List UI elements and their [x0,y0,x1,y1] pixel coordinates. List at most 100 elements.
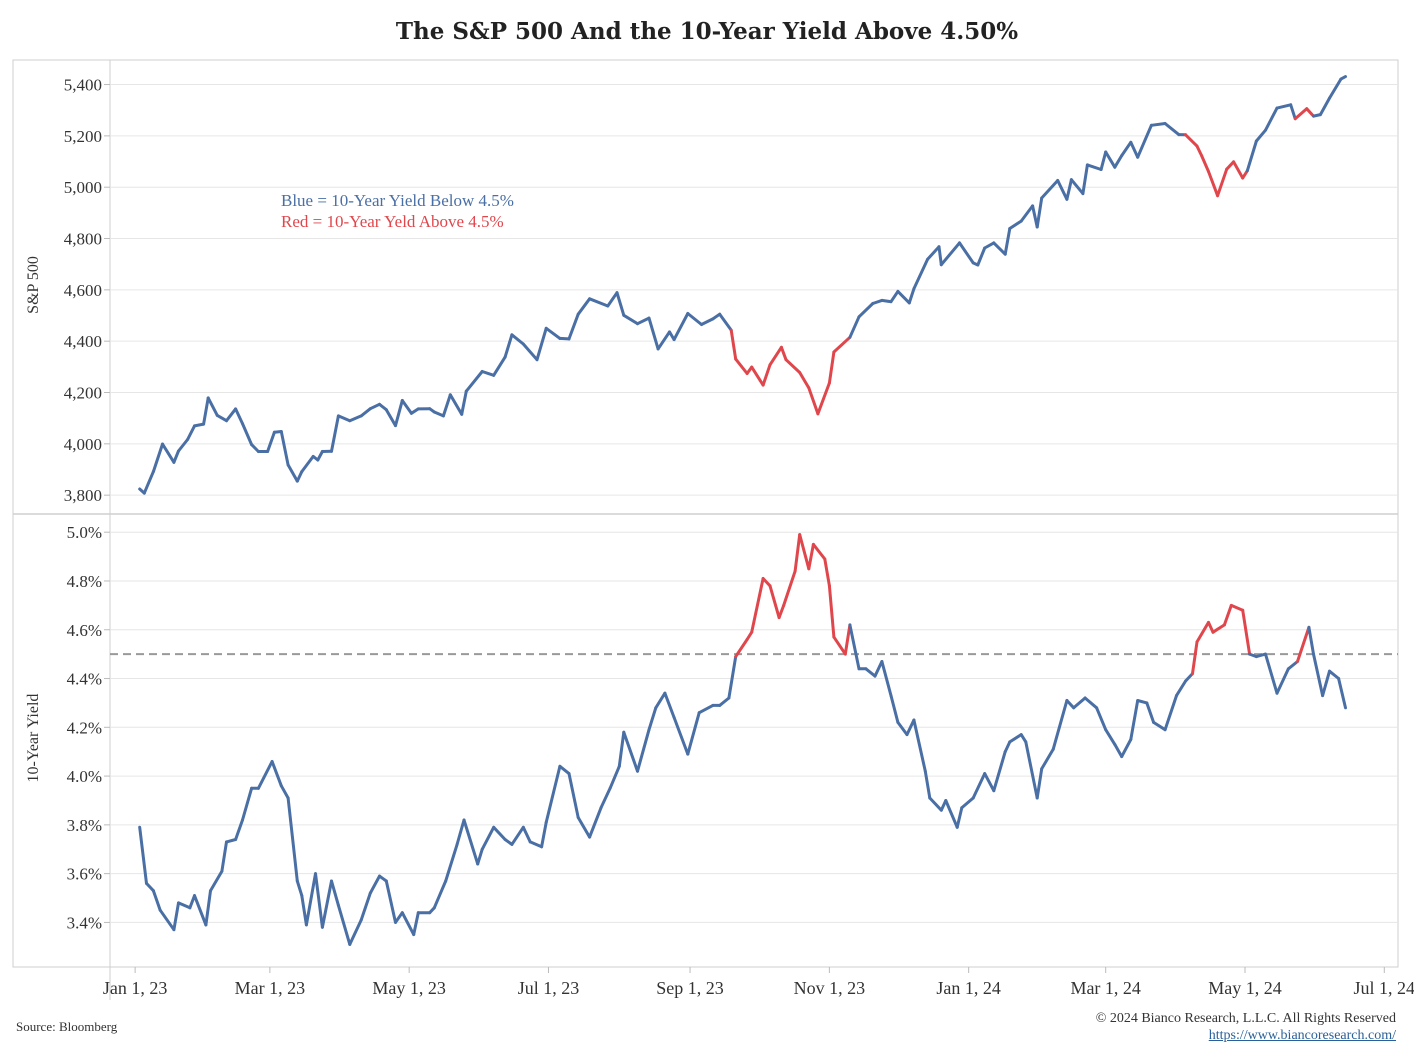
yield-line-segment [1286,660,1299,671]
sp500-line-segment [1149,122,1167,127]
yield-line-segment [304,872,317,927]
yield-line-segment [827,584,836,639]
yield-y-ticks: 3.4% 3.6% 3.8% 4.0% 4.2% 4.4% 4.6% 4.8% 5.0% [67,523,110,932]
yield-line-segment [750,577,765,634]
sp500-line-segment [368,402,381,411]
yield-line-segment [1129,699,1140,741]
sp500-line-segment [1136,123,1153,159]
sp500-line-segment [544,326,562,340]
sp500-line-segment [576,297,592,316]
yield-line-segment [359,891,372,922]
yield-line-segment [1307,625,1315,656]
yield-line-segment [270,760,283,788]
sp500-line-segment [1113,154,1124,169]
yield-line-segment [971,772,987,800]
sp500-line-segment [784,358,802,374]
yield-line-segment [330,879,340,907]
sp500-line-segment [279,430,290,467]
sp500-line-segment [798,371,811,390]
yield-line-segment [462,818,480,866]
yield-line-segment [241,786,254,822]
yield-line-segment [521,825,532,844]
sp500-line-segment [186,424,196,441]
sp500-line-segment [300,454,315,474]
sp500-line-segment [636,316,651,326]
yield-line-segment [558,764,571,776]
yield-line-segment [697,703,715,715]
yield-line-segment [1040,747,1055,771]
yield-line-segment [654,691,667,710]
sp500-line-segment [734,357,749,375]
sp500-line-segment [926,245,941,261]
yield-line-segment [567,772,580,819]
sp500-line-segment [161,442,176,464]
sp500-axis-title: S&P 500 [25,256,42,314]
y-tick-label: 4.2% [67,718,102,737]
sp500-line-segment [1200,154,1210,173]
y-tick-label: 3.8% [67,816,102,835]
yield-line-segment [944,799,959,829]
y-tick-label: 4.6% [67,621,102,640]
yield-line-segment [234,818,244,841]
sp500-line-segment [177,438,190,453]
yield-line-segment [1145,701,1156,724]
yield-line-segment [1222,603,1233,627]
sp500-line-segment [1065,178,1073,201]
yield-line-segment [992,750,1007,793]
yield-line-segment [1035,767,1044,800]
sp500-line-segment [1040,179,1060,200]
sp500-line-segment [939,241,961,267]
sp500-line-segment [206,396,219,417]
sp500-line-segment [1035,196,1044,229]
sp500-line-segment [718,312,733,332]
sp500-line-segment [510,333,525,346]
copyright-note: © 2024 Bianco Research, L.L.C. All Right… [1095,1011,1396,1026]
yield-line-segment [864,667,877,678]
yield-line-segment [1051,699,1069,751]
sp500-line-segment [336,414,352,423]
sp500-line-segment [266,430,276,453]
yield-line-segment [1312,652,1325,698]
sp500-line-segment [400,399,413,415]
y-tick-label: 4,000 [64,435,102,454]
yield-line-segment [1211,623,1226,634]
sp500-line-segment [1019,204,1035,223]
yield-line-segment [1229,603,1245,612]
sp500-line-segment [896,289,911,305]
x-axis-ticks: Jan 1, 23 Mar 1, 23 May 1, 23 Jul 1, 23 Sep … [103,967,1414,998]
yield-line-segment [336,903,352,946]
sp500-line-segment [1318,96,1331,117]
sp500-series [138,75,1347,495]
sp500-line-segment [1056,179,1069,201]
yield-line-segment [848,623,861,671]
yield-line-segment [400,911,416,937]
sp500-line-segment [348,414,363,423]
website-link[interactable]: https://www.biancoresearch.com/ [1208,1028,1396,1043]
yield-line-segment [768,584,781,620]
sp500-line-segment [1129,140,1140,159]
sp500-line-segment [215,413,228,423]
chart-canvas: 3,800 4,000 4,200 4,400 4,600 4,800 5,000 5,200… [12,59,1414,1000]
yield-line-segment [1152,720,1167,732]
y-tick-label: 4.4% [67,670,102,689]
yield-line-segment [368,874,381,895]
sp500-line-segment [1069,178,1085,196]
yield-line-segment [476,847,484,866]
yield-line-segment [599,786,612,810]
sp500-line-segment [1216,167,1229,198]
sp500-line-segment [1275,103,1293,110]
x-tick-label: Sep 1, 23 [656,978,724,998]
sp500-line-segment [1232,160,1245,180]
sp500-line-segment [1104,150,1117,169]
sp500-line-segment [1184,133,1199,148]
yield-line-segment [1207,620,1215,634]
sp500-line-segment [234,407,244,426]
sp500-line-segment [700,317,715,326]
sp500-line-segment [250,443,260,453]
yield-line-segment [492,825,507,841]
yield-line-segment [204,889,212,927]
yield-line-segment [1191,640,1199,676]
sp500-line-segment [912,257,930,291]
x-tick-label: May 1, 23 [372,978,446,998]
sp500-line-segment [871,298,884,305]
